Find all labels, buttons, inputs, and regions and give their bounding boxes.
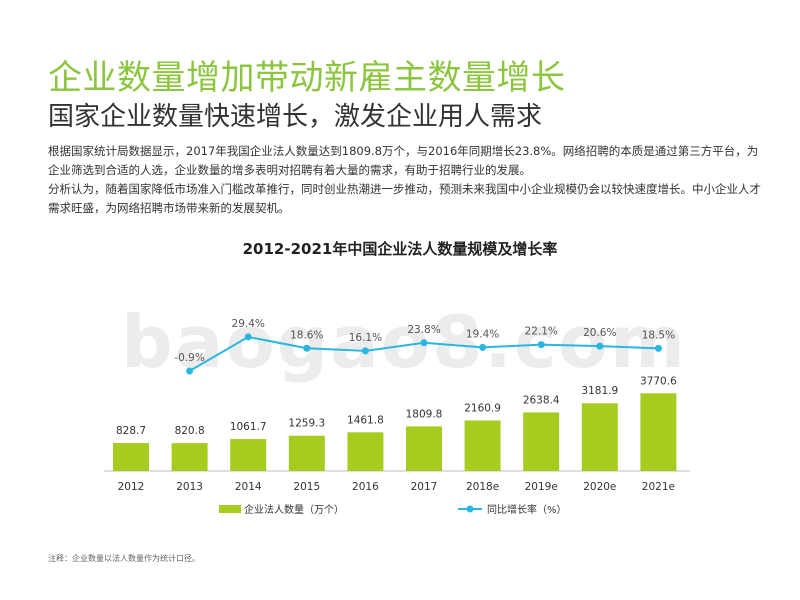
growth-value-label: 23.8% <box>407 324 440 336</box>
growth-value-label: 18.6% <box>290 329 323 341</box>
x-tick-label: 2017 <box>411 481 438 493</box>
bar-value-label: 1259.3 <box>288 418 325 430</box>
footnote: 注释：企业数量以法人数量作为统计口径。 <box>48 554 200 563</box>
growth-line-series: -0.9% 29.4% 18.6% 16.1% 23.8% 19.4% 22.1% 20.6%… <box>174 318 675 375</box>
bar-value-label: 2638.4 <box>523 394 560 406</box>
x-tick-label: 2013 <box>176 481 203 493</box>
growth-point <box>596 342 604 350</box>
bar-series: 828.7 820.8 1061.7 1259.3 1461.8 1809.8 2160.9… <box>113 375 677 471</box>
body-paragraph-1: 根据国家统计局数据显示，2017年我国企业法人数量达到1809.8万个，与201… <box>48 144 759 177</box>
x-tick-label: 2020e <box>583 481 616 493</box>
growth-value-label: 29.4% <box>232 318 265 330</box>
x-tick-label: 2021e <box>642 481 675 493</box>
growth-point <box>244 333 252 341</box>
bar-value-label: 828.7 <box>116 425 146 437</box>
growth-value-label: -0.9% <box>174 352 204 364</box>
growth-point <box>537 341 545 349</box>
page-subtitle: 国家企业数量快速增长，激发企业用人需求 <box>48 102 543 132</box>
legend-bar-label: 企业法人数量（万个） <box>244 503 344 516</box>
bar-value-label: 3181.9 <box>581 385 618 397</box>
growth-point <box>303 344 311 352</box>
bar <box>347 432 384 471</box>
bar-value-label: 1809.8 <box>406 408 443 420</box>
x-tick-label: 2018e <box>466 481 499 493</box>
growth-value-label: 16.1% <box>349 332 382 344</box>
growth-point <box>479 343 487 351</box>
x-tick-label: 2015 <box>293 481 320 493</box>
bar-value-label: 1061.7 <box>230 421 267 433</box>
bar <box>113 442 149 471</box>
growth-value-label: 22.1% <box>525 326 558 338</box>
bar <box>523 412 560 471</box>
legend-line-label: 同比增长率（%） <box>487 503 567 516</box>
bar <box>464 420 501 471</box>
bar-value-label: 2160.9 <box>464 402 501 414</box>
x-tick-label: 2012 <box>118 481 145 493</box>
bar-value-label: 1461.8 <box>347 414 384 426</box>
growth-point <box>186 367 194 375</box>
bar <box>288 435 325 471</box>
body-paragraph-2: 分析认为，随着国家降低市场准入门槛改革推行，同时创业热潮进一步推动，预测未来我国… <box>48 182 761 215</box>
bar <box>230 439 267 471</box>
bar <box>406 426 442 471</box>
legend-line-marker <box>466 505 474 513</box>
chart-title: 2012-2021年中国企业法人数量规模及增长率 <box>242 240 558 258</box>
bar <box>171 443 208 471</box>
bar <box>640 393 677 471</box>
growth-point <box>654 344 662 352</box>
x-tick-label: 2019e <box>525 481 558 493</box>
x-axis-labels: 2012 2013 2014 2015 2016 2017 2018e 2019e 2020e 2… <box>118 481 675 493</box>
growth-value-label: 19.4% <box>466 328 499 340</box>
legend: 企业法人数量（万个） 同比增长率（%） <box>219 503 567 516</box>
growth-point <box>420 339 428 347</box>
growth-value-label: 18.5% <box>642 329 675 341</box>
bar-value-label: 820.8 <box>175 425 205 437</box>
growth-point <box>361 347 369 355</box>
x-tick-label: 2014 <box>235 481 262 493</box>
body-text: 根据国家统计局数据显示，2017年我国企业法人数量达到1809.8万个，与201… <box>48 142 764 218</box>
x-tick-label: 2016 <box>352 481 379 493</box>
legend-bar-swatch <box>219 505 241 513</box>
page-title: 企业数量增加带动新雇主数量增长 <box>48 58 566 98</box>
growth-value-label: 20.6% <box>583 327 616 339</box>
bar-value-label: 3770.6 <box>640 375 677 387</box>
bar <box>581 403 618 471</box>
